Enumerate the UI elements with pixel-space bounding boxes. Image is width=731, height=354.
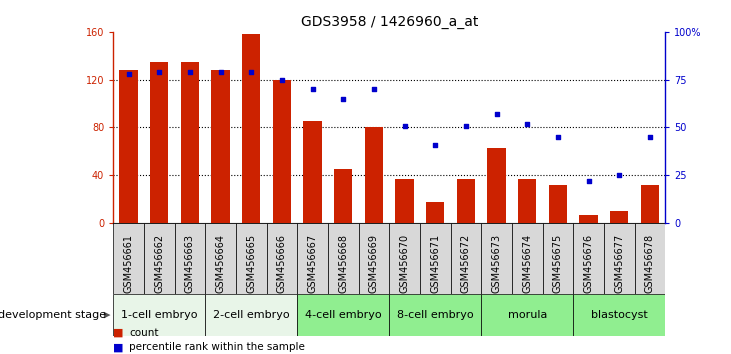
Bar (542, 223, 573, 294)
Bar (512, 223, 542, 294)
Bar (457, 179, 475, 223)
Bar (481, 223, 512, 294)
Point (184, 69, 196, 75)
Bar (144, 223, 175, 294)
Text: GSM456669: GSM456669 (369, 234, 379, 293)
Bar (635, 223, 665, 294)
Text: GSM456673: GSM456673 (491, 234, 501, 293)
Text: GSM456676: GSM456676 (583, 234, 594, 293)
Bar (573, 223, 604, 294)
Bar (640, 185, 659, 223)
Text: GSM456668: GSM456668 (338, 234, 348, 293)
Point (613, 172, 625, 178)
Text: percentile rank within the sample: percentile rank within the sample (129, 342, 306, 352)
Bar (298, 223, 328, 294)
Text: GSM456675: GSM456675 (553, 234, 563, 293)
Bar (580, 215, 598, 223)
Text: GSM456677: GSM456677 (614, 234, 624, 293)
Text: GSM456664: GSM456664 (216, 234, 226, 293)
Bar (395, 179, 414, 223)
Text: ■: ■ (113, 342, 124, 352)
Bar (236, 223, 267, 294)
Bar (334, 169, 352, 223)
Text: GSM456662: GSM456662 (154, 234, 164, 293)
Bar (181, 62, 199, 223)
Point (368, 86, 380, 92)
Bar (267, 223, 298, 294)
Bar (450, 223, 481, 294)
Bar (573, 294, 665, 336)
Title: GDS3958 / 1426960_a_at: GDS3958 / 1426960_a_at (300, 16, 478, 29)
Bar (518, 179, 537, 223)
Text: development stage: development stage (0, 310, 106, 320)
Text: GSM456671: GSM456671 (431, 234, 440, 293)
Bar (390, 223, 420, 294)
Point (521, 121, 533, 126)
Bar (113, 223, 144, 294)
Text: 4-cell embryo: 4-cell embryo (305, 310, 382, 320)
Text: 8-cell embryo: 8-cell embryo (397, 310, 474, 320)
Point (429, 142, 441, 148)
Text: GSM456667: GSM456667 (308, 234, 317, 293)
Bar (119, 70, 138, 223)
Point (215, 69, 227, 75)
Bar (426, 201, 444, 223)
Bar (150, 62, 168, 223)
Bar (420, 223, 450, 294)
Bar (488, 148, 506, 223)
Text: GSM456663: GSM456663 (185, 234, 195, 293)
Bar (390, 294, 481, 336)
Bar (205, 223, 236, 294)
Point (154, 69, 165, 75)
Point (123, 71, 135, 77)
Point (491, 111, 502, 117)
Text: count: count (129, 328, 159, 338)
Text: GSM456678: GSM456678 (645, 234, 655, 293)
Point (246, 69, 257, 75)
Bar (273, 80, 291, 223)
Point (307, 86, 319, 92)
Point (583, 178, 594, 184)
Bar (549, 185, 567, 223)
Bar (303, 121, 322, 223)
Text: blastocyst: blastocyst (591, 310, 648, 320)
Text: 1-cell embryo: 1-cell embryo (121, 310, 197, 320)
Point (276, 77, 288, 82)
Text: GSM456666: GSM456666 (277, 234, 287, 293)
Point (644, 134, 656, 140)
Bar (175, 223, 205, 294)
Bar (359, 223, 389, 294)
Bar (328, 223, 359, 294)
Bar (604, 223, 635, 294)
Text: GSM456665: GSM456665 (246, 234, 257, 293)
Text: GSM456670: GSM456670 (400, 234, 409, 293)
Text: GSM456661: GSM456661 (124, 234, 134, 293)
Text: ■: ■ (113, 328, 124, 338)
Bar (205, 294, 298, 336)
Text: GSM456672: GSM456672 (461, 234, 471, 293)
Point (460, 123, 471, 129)
Point (338, 96, 349, 102)
Text: 2-cell embryo: 2-cell embryo (213, 310, 289, 320)
Bar (211, 70, 230, 223)
Bar (365, 127, 383, 223)
Bar (481, 294, 573, 336)
Text: morula: morula (507, 310, 547, 320)
Bar (610, 211, 629, 223)
Bar (298, 294, 389, 336)
Point (552, 134, 564, 140)
Bar (242, 34, 260, 223)
Text: GSM456674: GSM456674 (522, 234, 532, 293)
Point (398, 123, 410, 129)
Bar (113, 294, 205, 336)
